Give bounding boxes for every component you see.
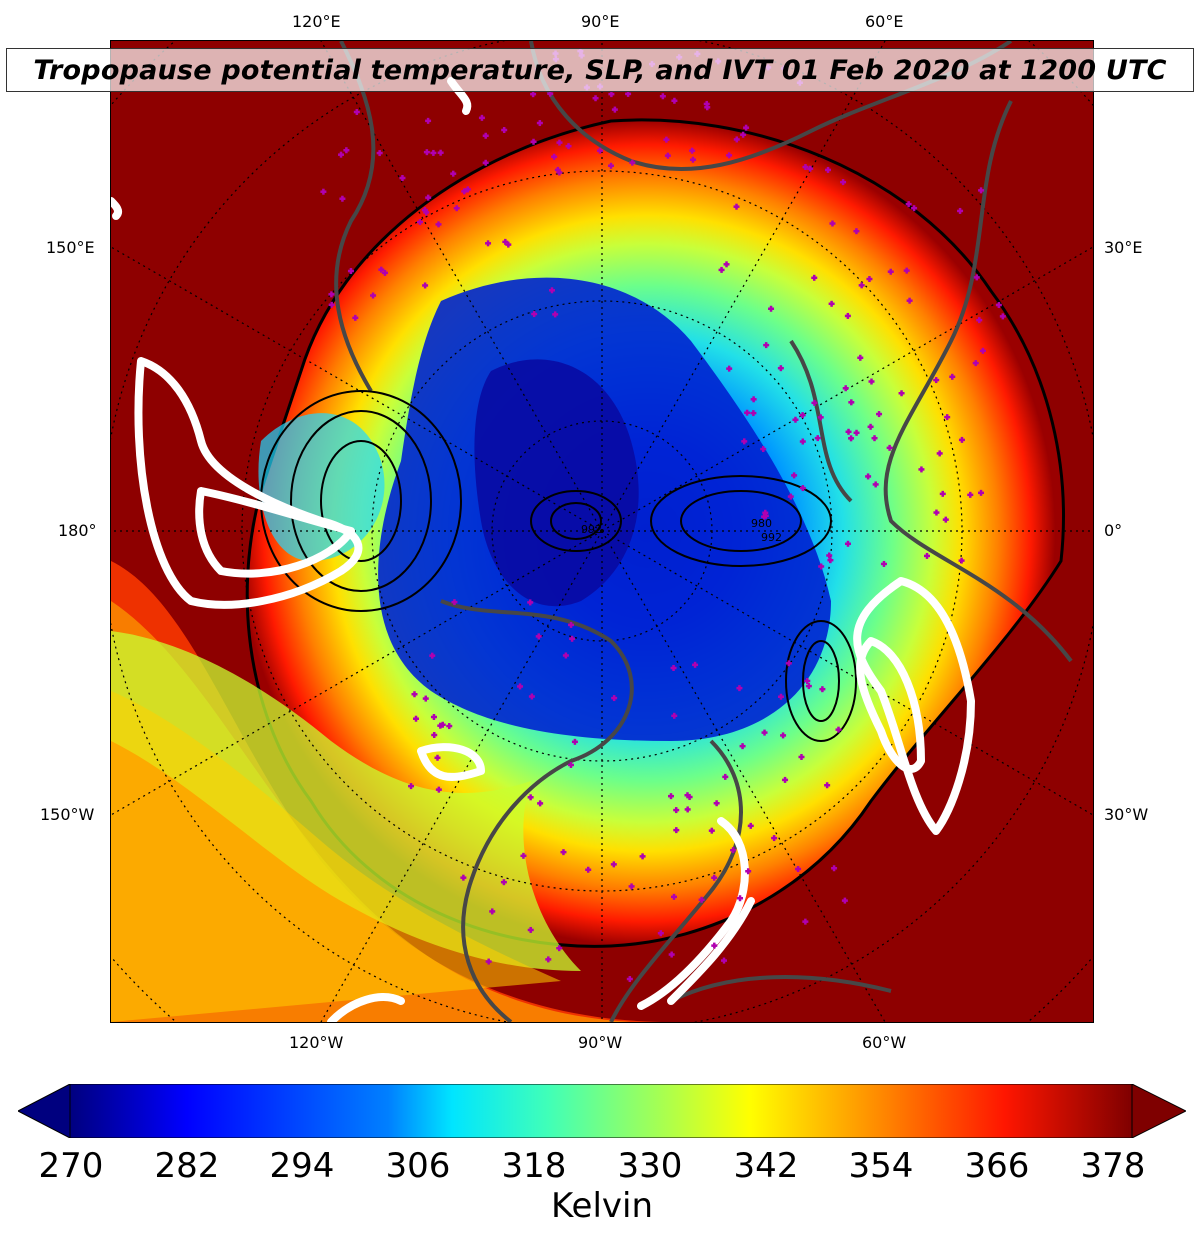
colorbar-extend-low [18,1084,71,1138]
colorbar-tick-282: 282 [154,1146,220,1186]
colorbar-tick-366: 366 [964,1146,1030,1186]
lon-label-left-150w: 150°W [40,805,95,824]
title-box: Tropopause potential temperature, SLP, a… [6,48,1194,92]
lon-label-bottom-120w: 120°W [289,1033,344,1052]
colorbar-gradient [69,1084,1133,1138]
map-title: Tropopause potential temperature, SLP, a… [33,54,1167,86]
colorbar-tick-318: 318 [501,1146,567,1186]
lon-label-left-180: 180° [58,521,97,540]
warm-ridge-yellow [111,691,561,1022]
lon-label-right-30w: 30°W [1104,805,1149,824]
slp-contour-label: 980 [751,517,772,530]
lon-label-top-60e: 60°E [865,12,904,31]
lon-label-bottom-90w: 90°W [578,1033,623,1052]
colorbar-tick-342: 342 [733,1146,799,1186]
colorbar-tick-378: 378 [1080,1146,1146,1186]
colorbar-tick-294: 294 [269,1146,335,1186]
colorbar [18,1084,1186,1138]
map-panel: 980 992 992 [110,40,1094,1023]
lon-label-top-120e: 120°E [292,12,341,31]
colorbar-tick-354: 354 [848,1146,914,1186]
lon-label-right-0: 0° [1104,521,1123,540]
lon-label-right-30e: 30°E [1104,238,1143,257]
slp-contours [260,390,857,742]
lon-label-bottom-60w: 60°W [862,1033,907,1052]
colorbar-tick-270: 270 [38,1146,104,1186]
lon-label-left-150e: 150°E [46,238,95,257]
slp-contour-label: 992 [761,531,782,544]
colorbar-tick-330: 330 [617,1146,683,1186]
colorbar-extend-high [1131,1084,1186,1138]
warm-ridge-pacific [111,631,581,971]
polar-vortex-inner [474,359,639,607]
slp-contour-label: 992 [581,523,602,536]
colorbar-tick-306: 306 [385,1146,451,1186]
colorbar-label: Kelvin [550,1186,654,1226]
lon-label-top-90e: 90°E [581,12,620,31]
